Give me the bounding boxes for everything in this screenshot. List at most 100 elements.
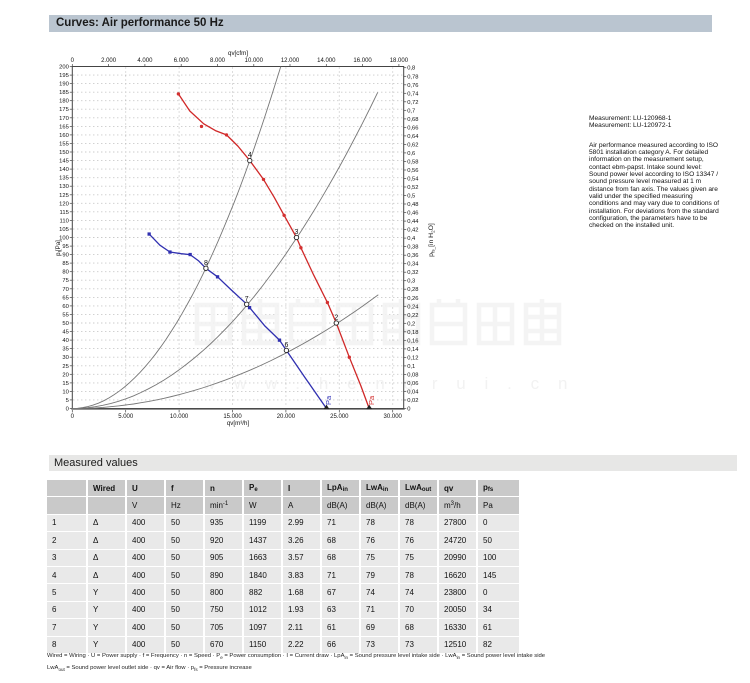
svg-text:0,24: 0,24	[407, 304, 419, 310]
svg-text:4: 4	[248, 152, 252, 159]
svg-text:200: 200	[59, 65, 69, 71]
svg-text:0,18: 0,18	[407, 330, 418, 336]
svg-text:0: 0	[71, 414, 75, 420]
svg-text:120: 120	[59, 201, 69, 207]
svg-text:pfs_[in H2O]: pfs_[in H2O]	[428, 223, 435, 257]
svg-text:15: 15	[62, 381, 68, 387]
svg-text:15.000: 15.000	[223, 414, 242, 420]
svg-text:Pa: Pa	[324, 395, 333, 405]
svg-text:0,08: 0,08	[407, 372, 418, 378]
svg-text:0: 0	[66, 407, 69, 413]
svg-text:0,36: 0,36	[407, 253, 418, 259]
svg-text:25: 25	[62, 364, 68, 370]
svg-text:0,62: 0,62	[407, 142, 418, 148]
svg-text:20.000: 20.000	[277, 414, 296, 420]
svg-text:0,54: 0,54	[407, 177, 419, 183]
svg-text:0,44: 0,44	[407, 219, 419, 225]
svg-text:0,7: 0,7	[407, 108, 415, 114]
svg-text:10.000: 10.000	[170, 414, 189, 420]
svg-text:0,46: 0,46	[407, 211, 418, 217]
svg-text:195: 195	[59, 73, 69, 79]
svg-text:qv[m³/h]: qv[m³/h]	[227, 420, 250, 427]
svg-text:170: 170	[59, 116, 69, 122]
svg-text:60: 60	[62, 304, 68, 310]
svg-text:140: 140	[59, 167, 69, 173]
svg-text:25.000: 25.000	[330, 414, 349, 420]
svg-text:0,68: 0,68	[407, 117, 418, 123]
svg-text:30: 30	[62, 355, 68, 361]
svg-text:4.000: 4.000	[137, 58, 153, 64]
svg-text:50: 50	[62, 321, 68, 327]
svg-text:150: 150	[59, 150, 69, 156]
svg-text:30.000: 30.000	[384, 414, 403, 420]
svg-text:8: 8	[204, 260, 208, 267]
svg-text:75: 75	[62, 278, 68, 284]
svg-text:10: 10	[62, 389, 68, 395]
svg-text:pf[Pa]: pf[Pa]	[55, 240, 62, 256]
svg-text:12.000: 12.000	[281, 58, 300, 64]
svg-text:110: 110	[60, 218, 69, 224]
svg-text:0,76: 0,76	[407, 83, 418, 89]
svg-text:0,04: 0,04	[407, 390, 419, 396]
svg-text:0,2: 0,2	[407, 321, 415, 327]
svg-text:5.000: 5.000	[118, 414, 134, 420]
svg-text:14.000: 14.000	[317, 58, 336, 64]
svg-text:3: 3	[295, 229, 299, 236]
svg-text:0,4: 0,4	[407, 236, 416, 242]
svg-text:www.hengrui.cn: www.hengrui.cn	[202, 374, 586, 393]
svg-text:0,06: 0,06	[407, 381, 418, 387]
svg-text:6.000: 6.000	[174, 58, 190, 64]
svg-text:100: 100	[59, 236, 69, 242]
svg-text:185: 185	[59, 90, 69, 96]
svg-text:175: 175	[59, 107, 69, 113]
svg-text:0,5: 0,5	[407, 194, 415, 200]
svg-text:90: 90	[62, 253, 68, 259]
svg-text:8.000: 8.000	[210, 58, 226, 64]
svg-text:70: 70	[62, 287, 68, 293]
svg-text:20: 20	[62, 372, 68, 378]
svg-text:0: 0	[71, 58, 75, 64]
svg-text:0,52: 0,52	[407, 185, 418, 191]
svg-text:0,42: 0,42	[407, 228, 418, 234]
svg-text:5: 5	[66, 398, 69, 404]
svg-text:145: 145	[59, 159, 69, 165]
svg-text:0,3: 0,3	[407, 279, 415, 285]
svg-text:130: 130	[59, 184, 69, 190]
svg-text:0,38: 0,38	[407, 245, 418, 251]
svg-text:0,34: 0,34	[407, 262, 419, 268]
svg-text:0,66: 0,66	[407, 125, 418, 131]
svg-text:0,26: 0,26	[407, 296, 418, 302]
svg-text:160: 160	[59, 133, 69, 139]
svg-text:125: 125	[59, 193, 69, 199]
svg-text:190: 190	[59, 82, 69, 88]
svg-text:155: 155	[59, 141, 69, 147]
svg-text:0,32: 0,32	[407, 270, 418, 276]
svg-text:6: 6	[284, 342, 288, 349]
svg-text:165: 165	[59, 124, 69, 130]
svg-text:0,58: 0,58	[407, 160, 418, 166]
svg-text:0: 0	[407, 407, 410, 413]
svg-text:105: 105	[59, 227, 69, 233]
svg-text:0,1: 0,1	[407, 364, 415, 370]
svg-text:55: 55	[62, 312, 68, 318]
svg-text:0,22: 0,22	[407, 313, 418, 319]
svg-text:0,14: 0,14	[407, 347, 419, 353]
svg-text:0,48: 0,48	[407, 202, 418, 208]
svg-text:0,12: 0,12	[407, 355, 418, 361]
svg-text:7: 7	[245, 296, 249, 303]
svg-text:0,02: 0,02	[407, 398, 418, 404]
svg-text:qv[cfm]: qv[cfm]	[228, 50, 248, 57]
svg-text:80: 80	[62, 270, 68, 276]
svg-text:2.000: 2.000	[101, 58, 117, 64]
svg-text:115: 115	[60, 210, 69, 216]
svg-text:0,74: 0,74	[407, 91, 419, 97]
svg-text:10.000: 10.000	[245, 58, 264, 64]
svg-text:0,78: 0,78	[407, 74, 418, 80]
svg-text:180: 180	[59, 99, 69, 105]
svg-text:Pa: Pa	[367, 395, 376, 405]
svg-text:2: 2	[334, 315, 338, 322]
svg-text:0,28: 0,28	[407, 287, 418, 293]
svg-text:95: 95	[62, 244, 68, 250]
svg-text:0,72: 0,72	[407, 100, 418, 106]
svg-text:0,56: 0,56	[407, 168, 418, 174]
